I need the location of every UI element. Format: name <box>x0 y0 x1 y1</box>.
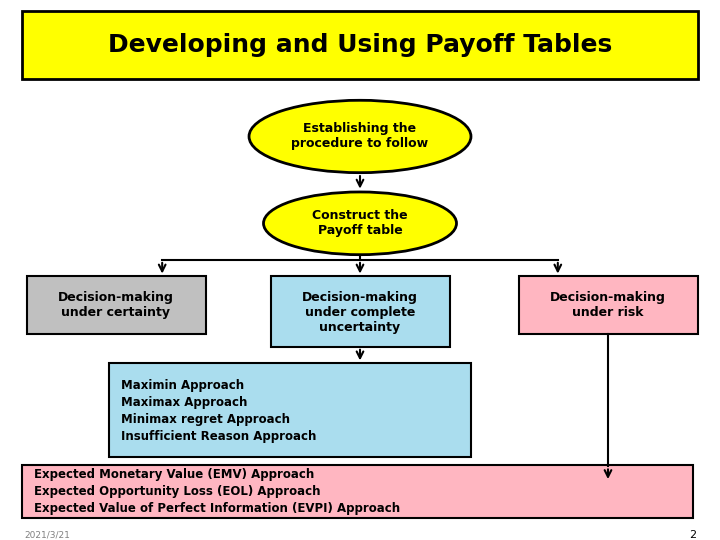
Text: Expected Monetary Value (EMV) Approach
Expected Opportunity Loss (EOL) Approach
: Expected Monetary Value (EMV) Approach E… <box>34 468 400 515</box>
Ellipse shape <box>264 192 456 255</box>
Text: 2: 2 <box>688 530 696 540</box>
FancyBboxPatch shape <box>27 276 206 334</box>
Text: 2021/3/21: 2021/3/21 <box>24 530 70 539</box>
FancyBboxPatch shape <box>22 11 698 79</box>
FancyBboxPatch shape <box>519 276 698 334</box>
Text: Decision-making
under risk: Decision-making under risk <box>550 292 666 319</box>
Ellipse shape <box>249 100 471 173</box>
Text: Developing and Using Payoff Tables: Developing and Using Payoff Tables <box>108 33 612 57</box>
Text: Decision-making
under certainty: Decision-making under certainty <box>58 292 174 319</box>
FancyBboxPatch shape <box>271 276 450 347</box>
Text: Maximin Approach
Maximax Approach
Minimax regret Approach
Insufficient Reason Ap: Maximin Approach Maximax Approach Minima… <box>121 379 316 442</box>
Text: Decision-making
under complete
uncertainty: Decision-making under complete uncertain… <box>302 291 418 334</box>
Text: Construct the
Payoff table: Construct the Payoff table <box>312 210 408 237</box>
Text: Establishing the
procedure to follow: Establishing the procedure to follow <box>292 123 428 151</box>
FancyBboxPatch shape <box>109 363 471 457</box>
FancyBboxPatch shape <box>22 464 693 518</box>
